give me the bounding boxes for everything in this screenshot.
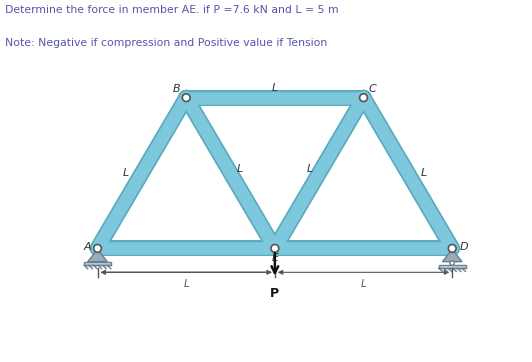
Text: B: B <box>173 84 181 94</box>
Text: C: C <box>369 84 377 94</box>
Polygon shape <box>88 249 107 262</box>
Text: L: L <box>272 83 278 93</box>
Text: L: L <box>237 164 244 174</box>
Polygon shape <box>443 249 462 262</box>
Text: A: A <box>84 241 92 252</box>
Text: Note: Negative if compression and Positive value if Tension: Note: Negative if compression and Positi… <box>5 38 328 48</box>
Text: D: D <box>460 241 468 252</box>
Polygon shape <box>439 265 466 268</box>
Text: L: L <box>361 279 367 289</box>
Circle shape <box>450 261 454 265</box>
Circle shape <box>448 244 456 252</box>
Circle shape <box>271 244 279 252</box>
Text: L: L <box>306 164 313 174</box>
Text: E: E <box>271 253 278 263</box>
Circle shape <box>182 94 190 102</box>
Text: Determine the force in member AE. if P =7.6 kN and L = 5 m: Determine the force in member AE. if P =… <box>5 5 339 16</box>
Polygon shape <box>84 262 111 265</box>
Text: L: L <box>123 168 129 178</box>
Text: L: L <box>421 168 427 178</box>
Circle shape <box>360 94 368 102</box>
Text: L: L <box>184 279 189 289</box>
Circle shape <box>94 244 102 252</box>
Text: P: P <box>270 286 279 299</box>
